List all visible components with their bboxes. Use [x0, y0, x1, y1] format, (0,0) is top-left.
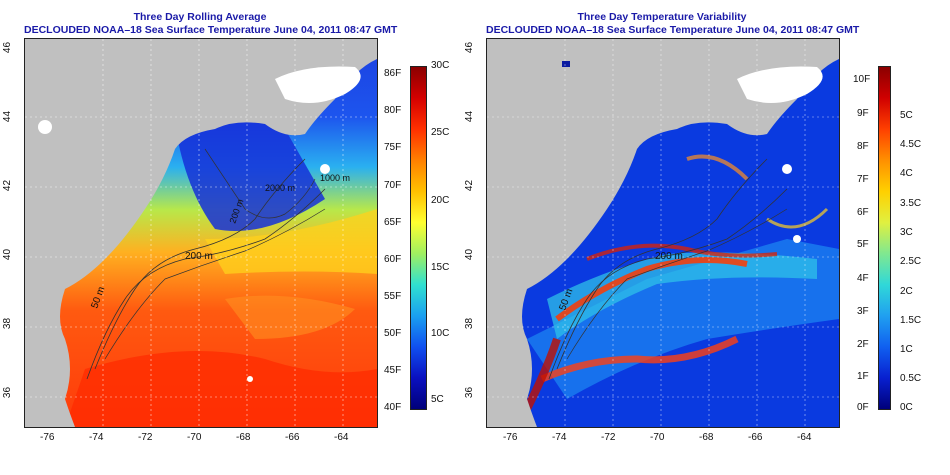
left-lon-tick: -66 — [285, 432, 300, 443]
right-colorbar — [878, 66, 891, 410]
right-colorbar-f-label: 2F — [857, 339, 869, 350]
left-colorbar-f-label: 50F — [384, 328, 402, 339]
left-lon-tick: -72 — [138, 432, 153, 443]
left-colorbar-f-label: 86F — [384, 68, 402, 79]
right-lat-tick: 36 — [464, 386, 476, 399]
left-contour-label: 2000 m — [265, 183, 295, 193]
right-colorbar-f-label: 5F — [857, 239, 869, 250]
left-colorbar-f-label: 80F — [384, 105, 402, 116]
right-colorbar-c-label: 0.5C — [900, 373, 922, 384]
left-lon-tick: -64 — [334, 432, 349, 443]
left-colorbar-f-label: 60F — [384, 254, 402, 265]
right-colorbar-c-label: 1C — [900, 344, 913, 355]
left-lat-tick: 38 — [2, 317, 14, 330]
right-lon-tick: -68 — [699, 432, 714, 443]
right-variability-map: 50 m 200 m — [486, 38, 840, 428]
left-sst-map: 50 m 200 m 200 m 2000 m 1000 m — [24, 38, 378, 428]
left-colorbar-f-label: 45F — [384, 365, 402, 376]
left-colorbar-f-label: 65F — [384, 217, 402, 228]
left-map-title: Three Day Rolling Average — [133, 11, 267, 23]
left-colorbar-c-label: 25C — [431, 127, 450, 138]
right-colorbar-c-label: 4C — [900, 168, 913, 179]
left-land-mass — [25, 39, 377, 427]
left-colorbar-f-label: 75F — [384, 142, 402, 153]
left-colorbar-f-label: 40F — [384, 402, 402, 413]
right-colorbar-c-label: 1.5C — [900, 315, 922, 326]
left-colorbar-f-label: 70F — [384, 180, 402, 191]
right-colorbar-c-label: 2.5C — [900, 256, 922, 267]
right-colorbar-c-label: 4.5C — [900, 139, 922, 150]
left-colorbar-f-label: 55F — [384, 291, 402, 302]
left-colorbar — [410, 66, 427, 410]
left-lat-tick: 42 — [2, 179, 14, 192]
right-lon-tick: -72 — [601, 432, 616, 443]
right-land-mass — [487, 39, 839, 427]
right-map-subtitle: DECLOUDED NOAA–18 Sea Surface Temperatur… — [486, 24, 860, 36]
right-colorbar-f-label: 8F — [857, 141, 869, 152]
left-colorbar-c-label: 10C — [431, 328, 450, 339]
left-lon-tick: -68 — [236, 432, 251, 443]
right-colorbar-f-label: 4F — [857, 273, 869, 284]
left-colorbar-c-label: 5C — [431, 394, 444, 405]
right-lat-tick: 38 — [464, 317, 476, 330]
left-colorbar-c-label: 20C — [431, 195, 450, 206]
left-lon-tick: -74 — [89, 432, 104, 443]
right-lat-tick: 42 — [464, 179, 476, 192]
right-lat-tick: 44 — [464, 110, 476, 123]
right-colorbar-f-label: 1F — [857, 371, 869, 382]
right-colorbar-f-label: 6F — [857, 207, 869, 218]
left-contour-label: 200 m — [185, 251, 213, 262]
right-colorbar-f-label: 9F — [857, 108, 869, 119]
right-lon-tick: -74 — [552, 432, 567, 443]
left-lat-tick: 46 — [2, 41, 14, 54]
right-lat-tick: 46 — [464, 41, 476, 54]
left-lon-tick: -76 — [40, 432, 55, 443]
right-colorbar-c-label: 2C — [900, 286, 913, 297]
right-contour-label: 200 m — [655, 251, 683, 262]
left-map-subtitle: DECLOUDED NOAA–18 Sea Surface Temperatur… — [24, 24, 398, 36]
right-colorbar-c-label: 3.5C — [900, 198, 922, 209]
right-colorbar-c-label: 5C — [900, 110, 913, 121]
right-lat-tick: 40 — [464, 248, 476, 261]
right-colorbar-f-label: 3F — [857, 306, 869, 317]
right-colorbar-f-label: 0F — [857, 402, 869, 413]
right-lon-tick: -66 — [748, 432, 763, 443]
right-colorbar-c-label: 0C — [900, 402, 913, 413]
left-colorbar-c-label: 15C — [431, 262, 450, 273]
left-contour-label: 1000 m — [320, 173, 350, 183]
left-lat-tick: 40 — [2, 248, 14, 261]
right-lon-tick: -64 — [797, 432, 812, 443]
right-colorbar-f-label: 7F — [857, 174, 869, 185]
right-map-title: Three Day Temperature Variability — [577, 11, 747, 23]
right-lon-tick: -76 — [503, 432, 518, 443]
left-colorbar-c-label: 30C — [431, 60, 450, 71]
right-colorbar-f-label: 10F — [853, 74, 871, 85]
right-colorbar-c-label: 3C — [900, 227, 913, 238]
left-lon-tick: -70 — [187, 432, 202, 443]
left-lat-tick: 36 — [2, 386, 14, 399]
left-lat-tick: 44 — [2, 110, 14, 123]
right-lon-tick: -70 — [650, 432, 665, 443]
